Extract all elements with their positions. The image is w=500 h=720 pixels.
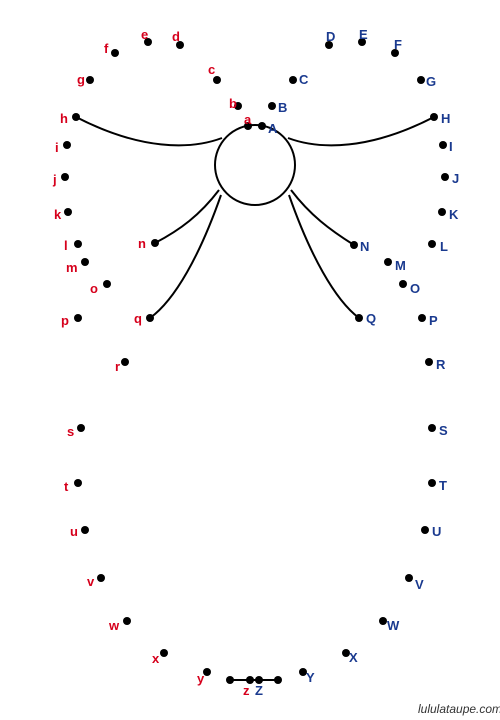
- dot-lower-l: [74, 240, 82, 248]
- dot-lower-m: [81, 258, 89, 266]
- label-upper-H: H: [441, 111, 450, 126]
- label-lower-y: y: [197, 671, 204, 686]
- label-upper-S: S: [439, 423, 448, 438]
- dot-lower-g: [86, 76, 94, 84]
- label-lower-b: b: [229, 96, 237, 111]
- dot-lower-n: [151, 239, 159, 247]
- dot-upper-C: [289, 76, 297, 84]
- dot-upper-A: [258, 122, 266, 130]
- label-upper-G: G: [426, 74, 436, 89]
- dot-upper-O: [399, 280, 407, 288]
- label-lower-j: j: [53, 172, 57, 187]
- dot-lower-u: [81, 526, 89, 534]
- label-upper-A: A: [268, 121, 277, 136]
- label-upper-L: L: [440, 239, 448, 254]
- label-lower-v: v: [87, 574, 94, 589]
- label-lower-d: d: [172, 29, 180, 44]
- label-lower-q: q: [134, 311, 142, 326]
- dot-lower-q: [146, 314, 154, 322]
- label-upper-N: N: [360, 239, 369, 254]
- dot-lower-s: [77, 424, 85, 432]
- label-lower-r: r: [115, 359, 120, 374]
- dot-upper-I: [439, 141, 447, 149]
- dot-upper-G: [417, 76, 425, 84]
- dot-upper-M: [384, 258, 392, 266]
- dot-upper-S: [428, 424, 436, 432]
- label-lower-l: l: [64, 238, 68, 253]
- label-lower-i: i: [55, 140, 59, 155]
- label-upper-O: O: [410, 281, 420, 296]
- dot-lower-x: [160, 649, 168, 657]
- label-lower-a: a: [244, 112, 251, 127]
- label-lower-s: s: [67, 424, 74, 439]
- dot-lower-o: [103, 280, 111, 288]
- credit-text: lululataupe.com: [418, 702, 500, 716]
- label-upper-Y: Y: [306, 670, 315, 685]
- label-lower-g: g: [77, 72, 85, 87]
- label-lower-x: x: [152, 651, 159, 666]
- connect-dots-canvas: lululataupe.com ABC D E F G HI J K L M N O P Q R S T U V W X…: [0, 0, 500, 720]
- label-upper-P: P: [429, 313, 438, 328]
- dot-upper-V: [405, 574, 413, 582]
- label-lower-z: z: [243, 683, 250, 698]
- label-upper-K: K: [449, 207, 458, 222]
- dot-upper-N: [350, 241, 358, 249]
- label-lower-e: e: [141, 27, 148, 42]
- dot-upper-L: [428, 240, 436, 248]
- label-lower-t: t: [64, 479, 68, 494]
- dot-lower-r: [121, 358, 129, 366]
- z-bar-dot-left: [226, 676, 234, 684]
- label-lower-f: f: [104, 41, 108, 56]
- dot-upper-W: [379, 617, 387, 625]
- dot-upper-R: [425, 358, 433, 366]
- label-upper-U: U: [432, 524, 441, 539]
- label-lower-k: k: [54, 207, 61, 222]
- dot-lower-f: [111, 49, 119, 57]
- label-upper-R: R: [436, 357, 445, 372]
- dot-upper-H: [430, 113, 438, 121]
- label-lower-p: p: [61, 313, 69, 328]
- dot-lower-h: [72, 113, 80, 121]
- label-upper-C: C: [299, 72, 308, 87]
- label-upper-B: B: [278, 100, 287, 115]
- label-upper-W: W: [387, 618, 399, 633]
- label-upper-T: T: [439, 478, 447, 493]
- dot-upper-P: [418, 314, 426, 322]
- label-upper-M: M: [395, 258, 406, 273]
- label-lower-u: u: [70, 524, 78, 539]
- dot-upper-Q: [355, 314, 363, 322]
- label-lower-n: n: [138, 236, 146, 251]
- label-lower-m: m: [66, 260, 78, 275]
- dot-lower-v: [97, 574, 105, 582]
- label-upper-J: J: [452, 171, 459, 186]
- label-upper-Q: Q: [366, 311, 376, 326]
- dot-lower-w: [123, 617, 131, 625]
- label-upper-Z: Z: [255, 683, 263, 698]
- dot-lower-c: [213, 76, 221, 84]
- dot-lower-t: [74, 479, 82, 487]
- label-upper-X: X: [349, 650, 358, 665]
- dot-upper-K: [438, 208, 446, 216]
- z-bar-dot-right: [274, 676, 282, 684]
- dot-upper-T: [428, 479, 436, 487]
- label-lower-c: c: [208, 62, 215, 77]
- label-upper-V: V: [415, 577, 424, 592]
- dot-upper-J: [441, 173, 449, 181]
- dot-lower-j: [61, 173, 69, 181]
- dot-lower-k: [64, 208, 72, 216]
- label-lower-h: h: [60, 111, 68, 126]
- dot-lower-p: [74, 314, 82, 322]
- label-lower-w: w: [109, 618, 119, 633]
- label-upper-F: F: [394, 37, 402, 52]
- dot-upper-B: [268, 102, 276, 110]
- label-upper-I: I: [449, 139, 453, 154]
- label-upper-E: E: [359, 27, 368, 42]
- dot-upper-U: [421, 526, 429, 534]
- label-lower-o: o: [90, 281, 98, 296]
- dot-lower-i: [63, 141, 71, 149]
- label-upper-D: D: [326, 29, 335, 44]
